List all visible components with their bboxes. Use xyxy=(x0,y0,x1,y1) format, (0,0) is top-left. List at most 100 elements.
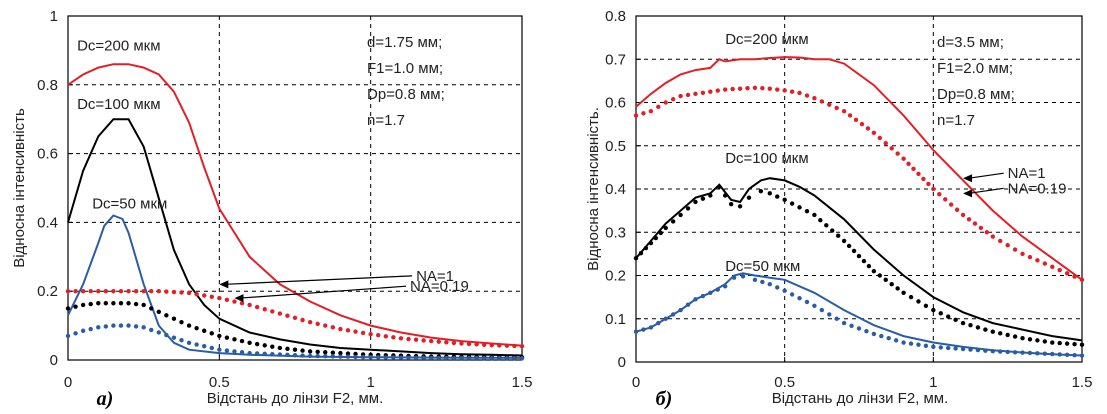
data-point xyxy=(708,290,713,295)
data-point xyxy=(1020,336,1025,341)
series-dot xyxy=(797,296,802,301)
na-arrow-head xyxy=(963,189,973,198)
series-dot xyxy=(270,309,275,314)
series-dot xyxy=(818,217,823,223)
y-tick-label: 0.6 xyxy=(605,95,626,112)
data-point xyxy=(1020,251,1025,257)
data-point xyxy=(186,323,192,328)
series-dot xyxy=(232,299,237,304)
series-dot xyxy=(209,331,214,336)
data-point xyxy=(797,90,802,96)
data-point xyxy=(307,319,313,325)
series-dot xyxy=(1072,341,1077,347)
series-dot xyxy=(444,355,449,361)
series-black-dotted xyxy=(65,301,525,360)
series-red-dotted xyxy=(633,85,1085,283)
series-dot xyxy=(73,289,78,294)
series-dot xyxy=(232,349,237,354)
data-point xyxy=(489,343,494,348)
data-point xyxy=(931,186,936,192)
series-dot xyxy=(164,313,169,318)
series-dot xyxy=(285,313,290,318)
series-dot xyxy=(459,355,464,361)
data-point xyxy=(1050,340,1055,345)
series-dot xyxy=(804,208,810,214)
data-point xyxy=(678,93,683,99)
data-point xyxy=(841,238,847,244)
series-red-solid xyxy=(67,63,523,347)
data-point xyxy=(740,274,746,279)
data-point xyxy=(731,275,737,280)
data-point xyxy=(156,289,161,294)
data-point xyxy=(277,345,283,351)
series-dot xyxy=(262,351,267,357)
series-dot xyxy=(638,250,644,256)
series-line xyxy=(67,63,523,347)
series-dot xyxy=(953,346,958,351)
curve-label: Dc=200 мкм xyxy=(725,31,808,48)
panel-letter: a) xyxy=(97,388,114,410)
data-point xyxy=(217,295,222,301)
series-dot xyxy=(847,113,853,118)
series-dot xyxy=(797,205,802,210)
y-tick-label: 0.3 xyxy=(605,224,626,241)
series-dot xyxy=(883,140,888,146)
series-dot xyxy=(323,354,328,359)
series-dot xyxy=(406,336,411,342)
y-tick-label: 0.8 xyxy=(37,77,58,94)
series-dot xyxy=(209,345,214,351)
series-dot xyxy=(730,86,735,92)
data-point xyxy=(217,347,222,352)
y-tick-label: 0 xyxy=(50,352,58,369)
series-dot xyxy=(643,245,649,251)
data-point xyxy=(1079,353,1085,358)
parameter-text: d=1.75 мм; xyxy=(367,34,442,51)
series-dot xyxy=(883,277,888,283)
series-dot xyxy=(968,347,973,352)
data-point xyxy=(990,329,995,334)
data-point xyxy=(141,325,146,330)
y-tick-label: 0 xyxy=(618,354,626,371)
series-dot xyxy=(149,306,154,311)
data-point xyxy=(1079,342,1085,347)
series-dot xyxy=(723,193,728,198)
series-dot xyxy=(893,338,899,343)
series-dot xyxy=(300,348,305,353)
series-dot xyxy=(164,289,169,294)
series-dot xyxy=(103,289,109,294)
series-dot xyxy=(232,337,237,342)
data-point xyxy=(368,355,373,360)
series-dot xyxy=(202,293,207,298)
series-dot xyxy=(398,355,404,360)
series-dot xyxy=(270,351,275,357)
series-dot xyxy=(864,328,869,334)
series-dot xyxy=(80,289,86,294)
data-point xyxy=(65,333,71,339)
y-tick-label: 0.1 xyxy=(605,311,626,328)
na-arrow-head xyxy=(963,174,973,183)
series-dot xyxy=(133,289,139,294)
series-dot xyxy=(292,347,298,352)
series-dot xyxy=(413,355,419,360)
series-dot xyxy=(1027,350,1033,356)
series-dot xyxy=(315,349,320,355)
series-dot xyxy=(685,92,691,98)
series-dot xyxy=(670,312,676,317)
na-arrow-line xyxy=(240,285,407,299)
curve-label: Dc=50 мкм xyxy=(725,258,800,275)
series-dot xyxy=(1005,332,1010,338)
data-point xyxy=(648,108,654,114)
series-dot xyxy=(923,303,929,308)
panel-letter: б) xyxy=(656,388,673,410)
series-dot xyxy=(834,105,839,111)
series-dot xyxy=(270,344,275,349)
series-dot xyxy=(1064,352,1070,357)
series-dot xyxy=(789,201,795,206)
series-dot xyxy=(171,316,177,321)
series-dot xyxy=(846,243,852,249)
data-point xyxy=(217,333,222,339)
series-dot xyxy=(1064,341,1070,346)
data-point xyxy=(812,303,817,308)
series-dot xyxy=(118,323,124,328)
x-tick-label: 0.5 xyxy=(774,374,795,391)
